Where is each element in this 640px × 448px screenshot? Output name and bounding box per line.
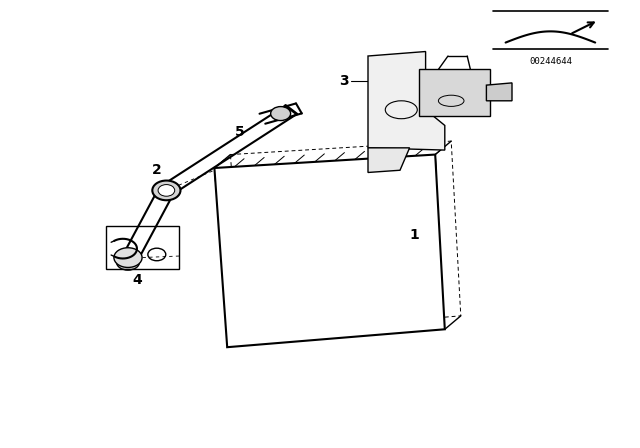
Circle shape bbox=[152, 181, 180, 200]
Polygon shape bbox=[214, 155, 445, 347]
Text: 2: 2 bbox=[152, 163, 162, 177]
Polygon shape bbox=[419, 69, 490, 116]
Text: 5: 5 bbox=[235, 125, 245, 139]
Text: 4: 4 bbox=[132, 273, 143, 287]
Text: 3: 3 bbox=[339, 73, 349, 88]
Circle shape bbox=[116, 254, 140, 270]
Circle shape bbox=[158, 185, 175, 196]
Polygon shape bbox=[368, 52, 445, 150]
Polygon shape bbox=[486, 83, 512, 101]
Circle shape bbox=[114, 248, 142, 267]
Text: 00244644: 00244644 bbox=[529, 57, 572, 66]
Circle shape bbox=[271, 107, 291, 121]
Bar bbox=[106, 226, 179, 269]
Text: 1: 1 bbox=[410, 228, 419, 242]
Polygon shape bbox=[368, 148, 410, 172]
